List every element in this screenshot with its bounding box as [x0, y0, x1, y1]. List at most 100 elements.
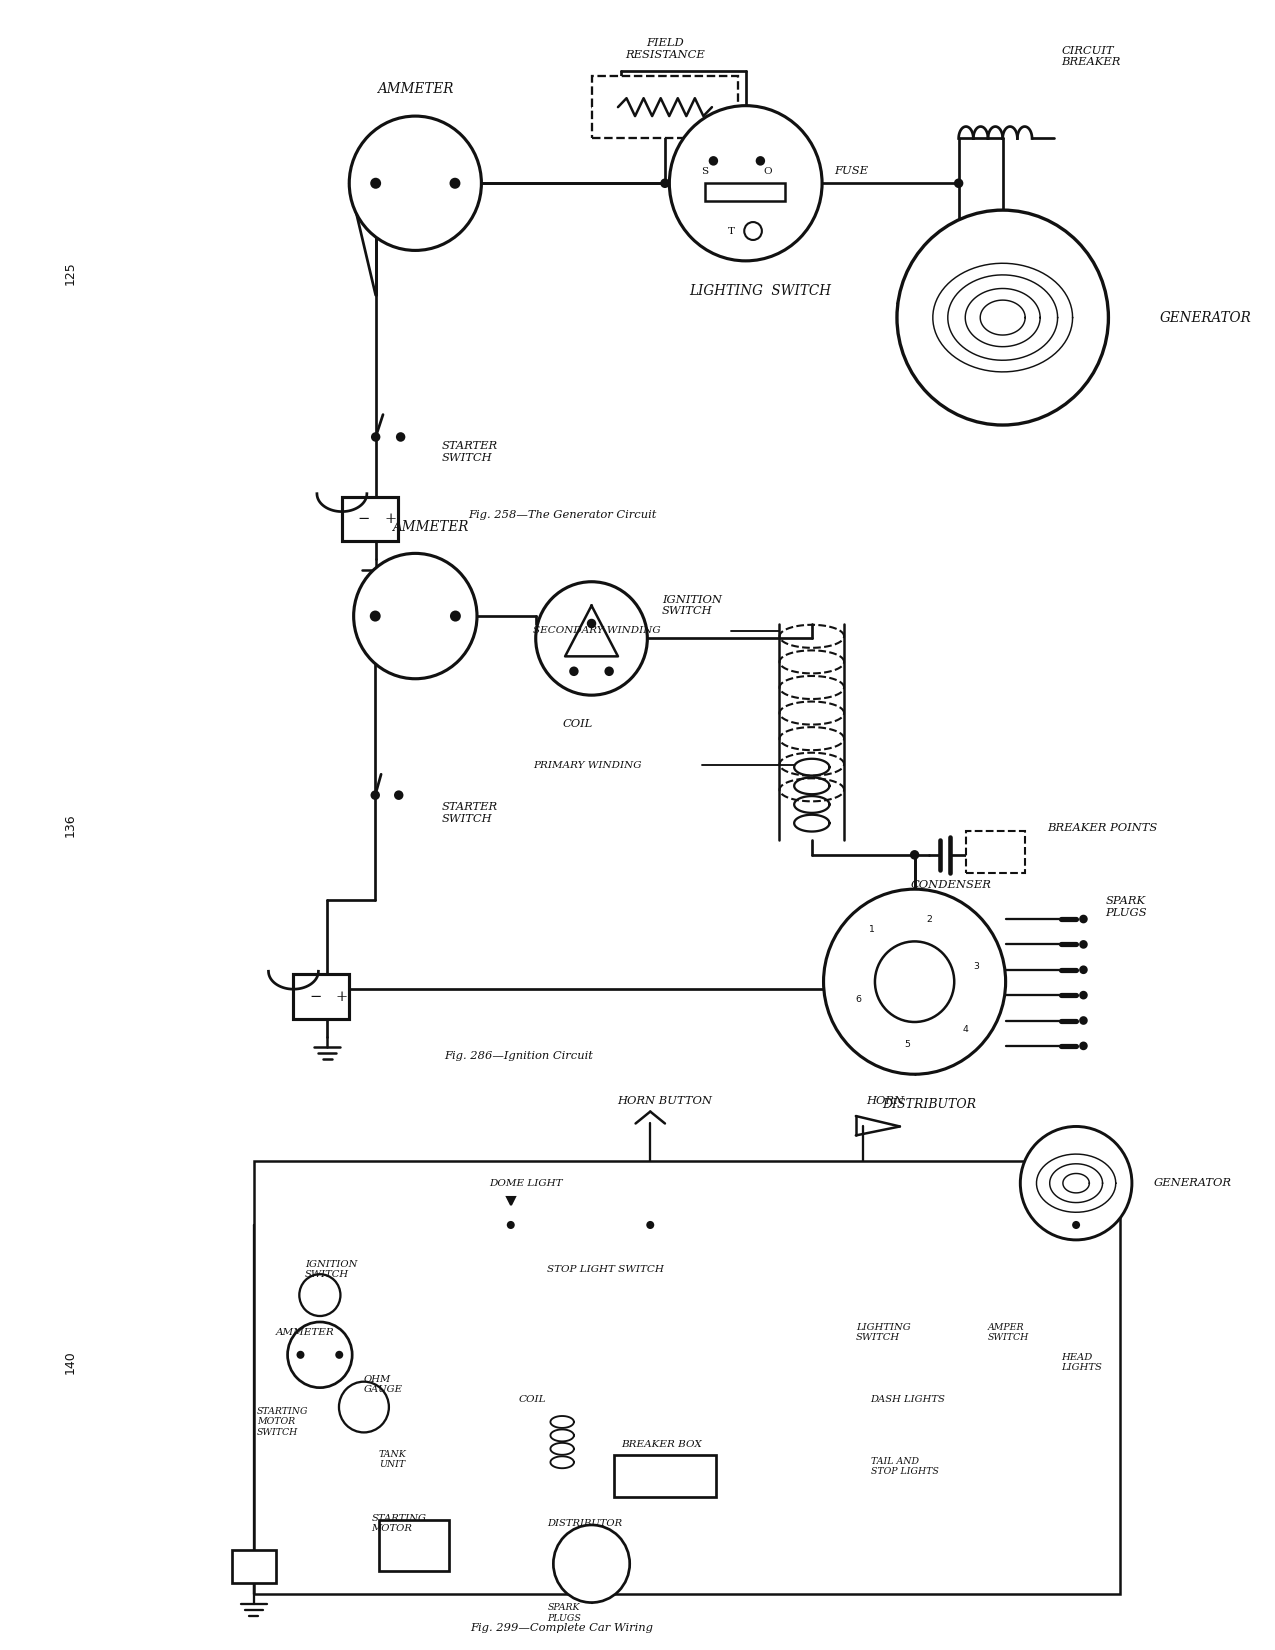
Circle shape	[669, 106, 822, 261]
Circle shape	[450, 178, 459, 188]
Circle shape	[1080, 1016, 1086, 1023]
Text: 2: 2	[927, 914, 932, 924]
Text: SPARK
PLUGS: SPARK PLUGS	[1105, 896, 1148, 917]
Text: DOME LIGHT: DOME LIGHT	[488, 1178, 562, 1188]
Text: STOP LIGHT SWITCH: STOP LIGHT SWITCH	[547, 1266, 664, 1274]
Text: STARTER
SWITCH: STARTER SWITCH	[441, 441, 497, 462]
Text: BREAKER BOX: BREAKER BOX	[621, 1440, 701, 1449]
Text: 6: 6	[856, 995, 862, 1005]
Text: GENERATOR: GENERATOR	[1160, 310, 1252, 325]
Text: IGNITION
SWITCH: IGNITION SWITCH	[662, 594, 722, 617]
Bar	[254, 1162, 1121, 1594]
Bar	[342, 497, 398, 541]
Text: 4: 4	[963, 1025, 969, 1035]
Circle shape	[606, 668, 613, 675]
Circle shape	[1080, 940, 1086, 947]
Bar	[232, 1551, 275, 1582]
Text: TANK
UNIT: TANK UNIT	[379, 1450, 407, 1468]
Circle shape	[1074, 1223, 1079, 1228]
Circle shape	[451, 612, 460, 620]
Bar	[613, 1455, 717, 1497]
Text: 136: 136	[64, 813, 76, 837]
Text: −: −	[242, 1554, 252, 1568]
Circle shape	[757, 157, 764, 165]
Text: CIRCUIT
BREAKER: CIRCUIT BREAKER	[1061, 46, 1121, 68]
Text: TAIL AND
STOP LIGHTS: TAIL AND STOP LIGHTS	[871, 1457, 938, 1477]
Circle shape	[337, 1351, 342, 1358]
Text: COIL: COIL	[518, 1396, 546, 1404]
Circle shape	[662, 180, 668, 186]
Bar	[293, 974, 349, 1020]
Circle shape	[395, 792, 403, 799]
Text: 5: 5	[904, 1040, 910, 1049]
Circle shape	[353, 553, 477, 678]
Circle shape	[371, 612, 380, 620]
Text: LIGHTING
SWITCH: LIGHTING SWITCH	[856, 1323, 910, 1341]
Text: SPARK
PLUGS: SPARK PLUGS	[547, 1604, 581, 1622]
Circle shape	[507, 1223, 514, 1228]
Circle shape	[372, 434, 380, 441]
Circle shape	[371, 178, 380, 188]
Text: AMPER
SWITCH: AMPER SWITCH	[988, 1323, 1029, 1341]
Text: +: +	[335, 990, 348, 1003]
Text: Fig. 299—Complete Car Wiring: Fig. 299—Complete Car Wiring	[470, 1624, 654, 1634]
Text: −: −	[310, 990, 321, 1003]
Text: Fig. 286—Ignition Circuit: Fig. 286—Ignition Circuit	[444, 1051, 593, 1061]
Text: T: T	[728, 226, 734, 236]
Text: PRIMARY WINDING: PRIMARY WINDING	[533, 761, 641, 771]
Text: +: +	[256, 1554, 268, 1568]
Text: LIGHTING  SWITCH: LIGHTING SWITCH	[690, 284, 831, 297]
Circle shape	[875, 942, 954, 1021]
Text: BREAKER POINTS: BREAKER POINTS	[1047, 823, 1156, 833]
Text: HORN: HORN	[866, 1096, 904, 1106]
Text: 140: 140	[64, 1350, 76, 1374]
Text: FUSE: FUSE	[834, 167, 868, 177]
Text: −: −	[358, 512, 370, 526]
Text: AMMETER: AMMETER	[391, 520, 468, 533]
Circle shape	[300, 1274, 340, 1317]
Text: 3: 3	[973, 962, 979, 972]
Text: IGNITION
SWITCH: IGNITION SWITCH	[305, 1261, 357, 1279]
Text: 1: 1	[867, 926, 873, 934]
Circle shape	[1080, 992, 1086, 998]
Circle shape	[349, 116, 482, 251]
Circle shape	[553, 1525, 630, 1602]
Circle shape	[588, 620, 595, 627]
Text: +: +	[384, 512, 397, 526]
Text: DISTRIBUTOR: DISTRIBUTOR	[882, 1097, 977, 1110]
Circle shape	[898, 210, 1108, 426]
Bar	[379, 1520, 449, 1571]
Circle shape	[570, 668, 578, 675]
Circle shape	[536, 582, 648, 695]
Text: O: O	[764, 167, 773, 177]
Text: DISTRIBUTOR: DISTRIBUTOR	[547, 1520, 622, 1528]
Text: SECONDARY WINDING: SECONDARY WINDING	[533, 627, 660, 635]
Circle shape	[648, 1223, 653, 1228]
Bar	[966, 832, 1025, 873]
Circle shape	[710, 157, 717, 165]
Text: AMMETER: AMMETER	[275, 1328, 334, 1336]
Bar	[592, 76, 738, 139]
Circle shape	[1080, 1043, 1086, 1049]
Text: OHM
GAUGE: OHM GAUGE	[363, 1374, 403, 1394]
Text: CONDENSER: CONDENSER	[910, 879, 992, 889]
Circle shape	[288, 1322, 352, 1388]
Text: COIL: COIL	[562, 719, 593, 729]
Circle shape	[955, 180, 963, 186]
Text: Fig. 258—The Generator Circuit: Fig. 258—The Generator Circuit	[468, 510, 657, 520]
Text: STARTING
MOTOR
SWITCH: STARTING MOTOR SWITCH	[256, 1407, 309, 1437]
Circle shape	[1020, 1127, 1132, 1239]
Text: STARTING
MOTOR: STARTING MOTOR	[371, 1513, 426, 1533]
Text: HORN BUTTON: HORN BUTTON	[617, 1096, 713, 1106]
Circle shape	[339, 1381, 389, 1432]
Text: DASH LIGHTS: DASH LIGHTS	[871, 1396, 945, 1404]
Text: STARTER
SWITCH: STARTER SWITCH	[441, 802, 497, 823]
Bar	[705, 183, 785, 201]
Circle shape	[910, 851, 918, 858]
Text: AMMETER: AMMETER	[377, 82, 454, 96]
Text: HEAD
LIGHTS: HEAD LIGHTS	[1061, 1353, 1103, 1371]
Text: GENERATOR: GENERATOR	[1154, 1178, 1232, 1188]
Circle shape	[745, 223, 762, 239]
Text: 125: 125	[64, 261, 76, 285]
Circle shape	[371, 792, 379, 799]
